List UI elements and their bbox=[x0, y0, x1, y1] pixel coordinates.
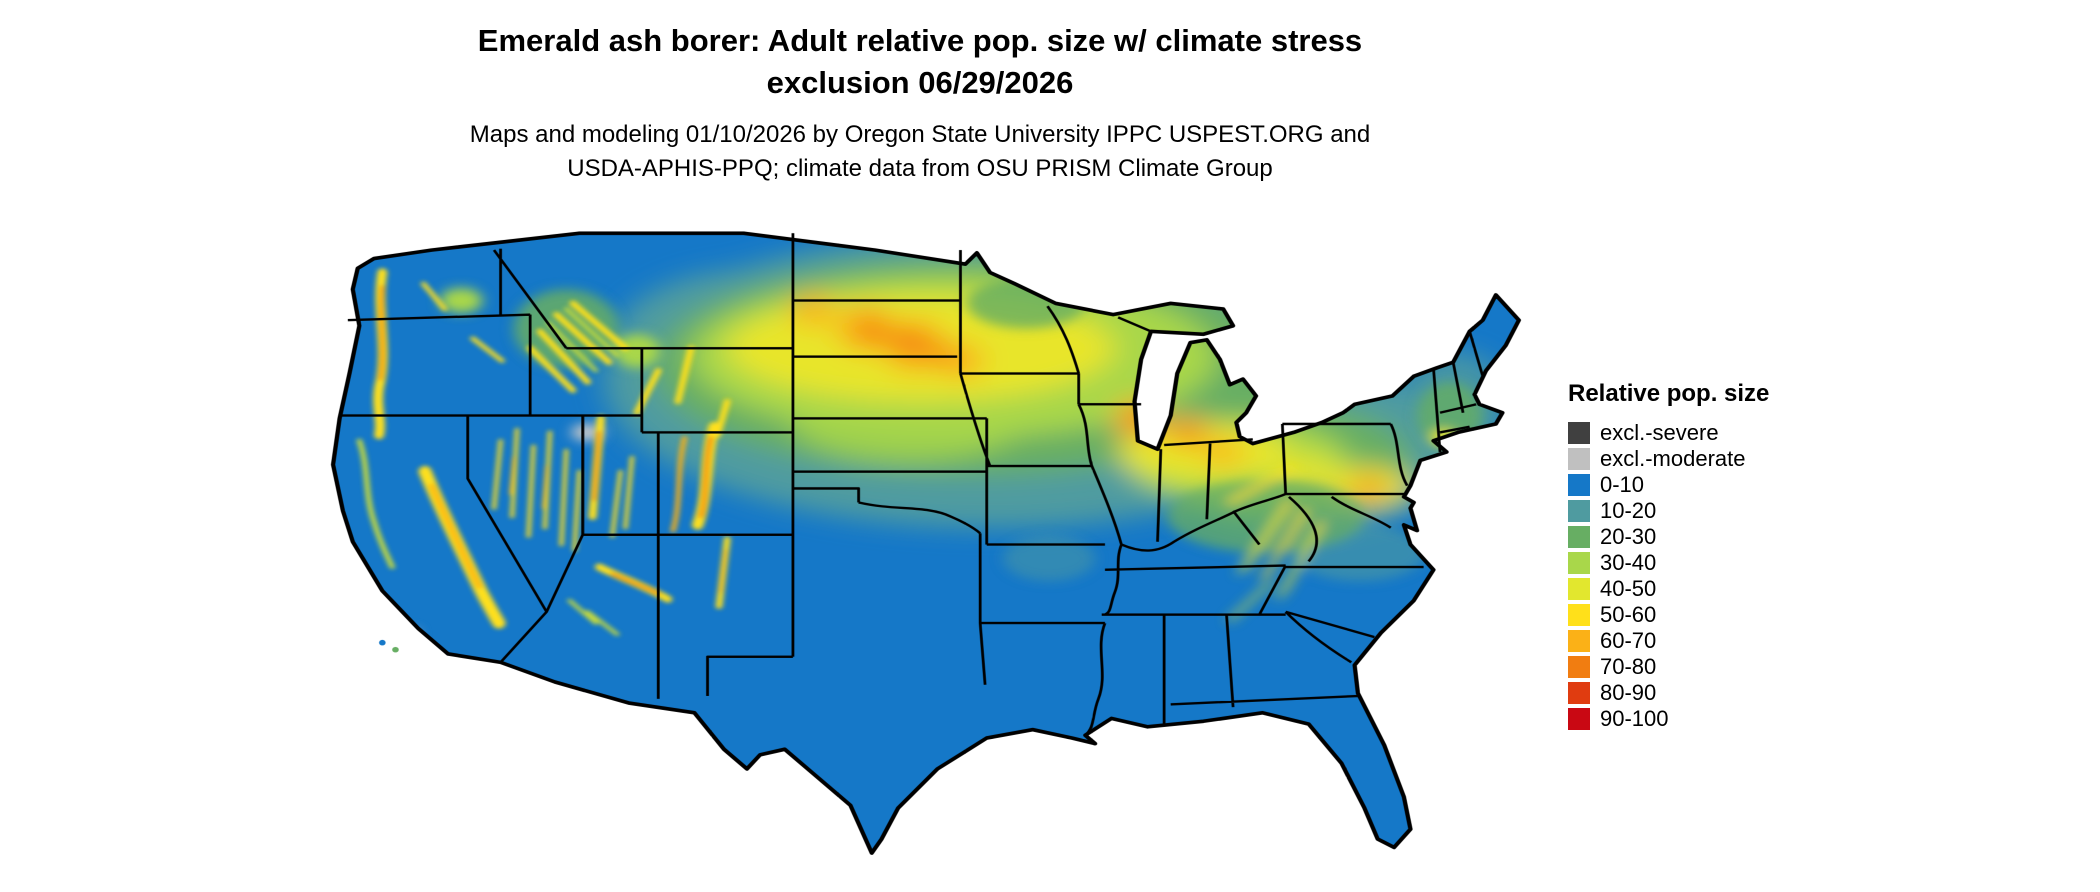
legend-swatch bbox=[1568, 578, 1590, 600]
legend-item-label: 0-10 bbox=[1600, 472, 1645, 497]
legend-item-label: 70-80 bbox=[1600, 654, 1657, 679]
map-title-line2: exclusion 06/29/2026 bbox=[766, 64, 1074, 100]
legend-swatch bbox=[1568, 630, 1590, 652]
legend-swatch bbox=[1568, 604, 1590, 626]
legend-swatch bbox=[1568, 682, 1590, 704]
legend-item: 40-50 bbox=[1568, 576, 1769, 602]
legend-item: 50-60 bbox=[1568, 602, 1769, 628]
legend-item-label: 90-100 bbox=[1600, 706, 1669, 731]
map-subtitle-line1: Maps and modeling 01/10/2026 by Oregon S… bbox=[469, 121, 1371, 148]
legend-swatch bbox=[1568, 708, 1590, 730]
legend-item-label: 60-70 bbox=[1600, 628, 1657, 653]
us-population-map bbox=[292, 222, 1532, 867]
channel-island-dot bbox=[392, 646, 399, 653]
map-subtitle: Maps and modeling 01/10/2026 by Oregon S… bbox=[0, 118, 1840, 185]
legend-item: 10-20 bbox=[1568, 498, 1769, 524]
legend-swatch bbox=[1568, 526, 1590, 548]
legend-item: 80-90 bbox=[1568, 680, 1769, 706]
legend-item-label: 80-90 bbox=[1600, 680, 1657, 705]
legend-item-label: 10-20 bbox=[1600, 498, 1657, 523]
legend-item-label: excl.-severe bbox=[1600, 420, 1719, 445]
legend-swatch bbox=[1568, 448, 1590, 470]
map-title: Emerald ash borer: Adult relative pop. s… bbox=[0, 20, 1840, 104]
legend-item: 20-30 bbox=[1568, 524, 1769, 550]
legend-item-label: excl.-moderate bbox=[1600, 446, 1746, 471]
legend-item: excl.-moderate bbox=[1568, 446, 1769, 472]
legend-swatch bbox=[1568, 474, 1590, 496]
legend-item: 0-10 bbox=[1568, 472, 1769, 498]
legend-swatch bbox=[1568, 656, 1590, 678]
channel-island-dot bbox=[379, 639, 386, 646]
legend-swatch bbox=[1568, 422, 1590, 444]
map-title-line1: Emerald ash borer: Adult relative pop. s… bbox=[477, 23, 1363, 58]
state-borders bbox=[339, 233, 1485, 737]
legend-item: 30-40 bbox=[1568, 550, 1769, 576]
legend-swatch bbox=[1568, 500, 1590, 522]
legend-item: 70-80 bbox=[1568, 654, 1769, 680]
legend-item: 90-100 bbox=[1568, 706, 1769, 732]
legend-item-label: 30-40 bbox=[1600, 550, 1657, 575]
us-map-svg bbox=[292, 222, 1532, 867]
legend-item: 60-70 bbox=[1568, 628, 1769, 654]
map-subtitle-line2: USDA-APHIS-PPQ; climate data from OSU PR… bbox=[567, 154, 1273, 182]
legend-title: Relative pop. size bbox=[1568, 380, 1770, 407]
legend-item-label: 50-60 bbox=[1600, 602, 1657, 627]
legend-swatch bbox=[1568, 552, 1590, 574]
legend: Relative pop. size excl.-severe excl.-mo… bbox=[1568, 380, 1769, 732]
legend-items: excl.-severe excl.-moderate 0-10 10-20 2… bbox=[1568, 420, 1769, 732]
legend-item-label: 20-30 bbox=[1600, 524, 1657, 549]
legend-item: excl.-severe bbox=[1568, 420, 1769, 446]
legend-item-label: 40-50 bbox=[1600, 576, 1657, 601]
